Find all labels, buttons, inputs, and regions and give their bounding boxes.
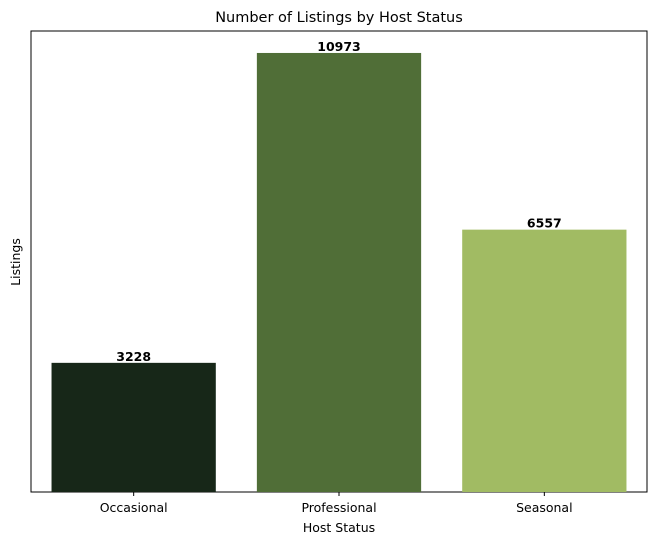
x-tick-label-professional: Professional bbox=[301, 500, 376, 515]
bars-group bbox=[51, 52, 627, 492]
bar-occasional bbox=[51, 362, 216, 492]
data-label-occasional: 3228 bbox=[116, 349, 151, 364]
x-tick-label-occasional: Occasional bbox=[100, 500, 168, 515]
bar-professional bbox=[256, 52, 422, 492]
x-axis-label: Host Status bbox=[303, 520, 375, 535]
data-label-seasonal: 6557 bbox=[527, 216, 562, 231]
chart-title: Number of Listings by Host Status bbox=[215, 10, 463, 26]
x-ticks-group: Occasional Professional Seasonal bbox=[100, 492, 573, 515]
x-tick-label-seasonal: Seasonal bbox=[516, 500, 573, 515]
bar-seasonal bbox=[462, 229, 627, 492]
data-labels-group: 3228 10973 6557 bbox=[116, 39, 561, 364]
data-label-professional: 10973 bbox=[317, 39, 361, 54]
y-axis-label: Listings bbox=[8, 238, 23, 286]
